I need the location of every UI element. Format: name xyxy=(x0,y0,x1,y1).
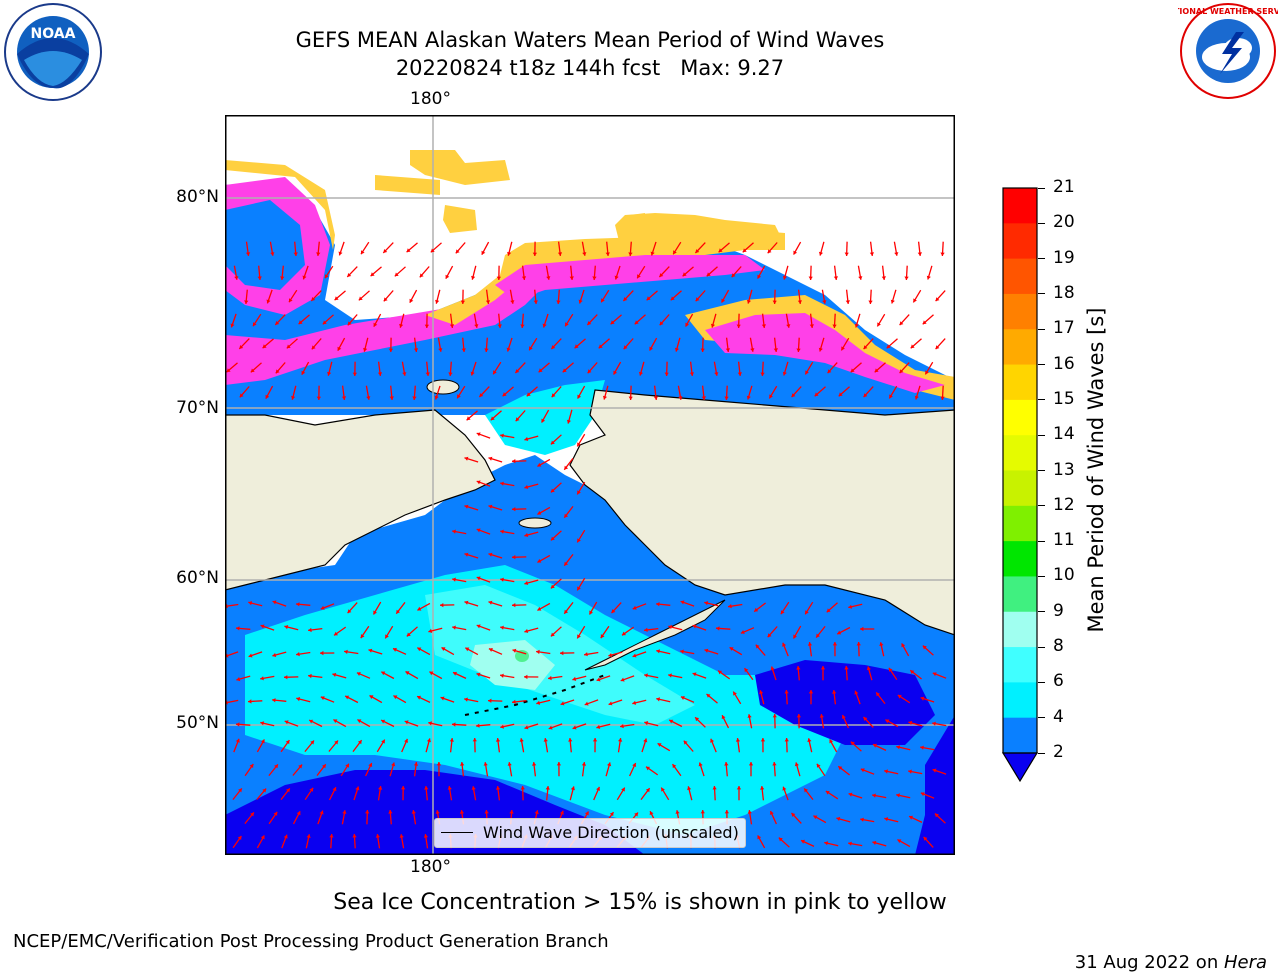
colorbar-tick-label: 4 xyxy=(1053,707,1064,727)
colorbar-tick-label: 10 xyxy=(1053,565,1075,585)
noaa-logo-text: NOAA xyxy=(31,26,76,42)
colorbar-segment xyxy=(1003,647,1037,683)
colorbar-segment xyxy=(1003,400,1037,436)
nws-logo-text: NATIONAL WEATHER SERVICE xyxy=(1178,7,1278,16)
colorbar-tick-label: 11 xyxy=(1053,530,1075,550)
map-title-line1: GEFS MEAN Alaskan Waters Mean Period of … xyxy=(190,26,990,54)
colorbar-tick-label: 13 xyxy=(1053,460,1075,480)
colorbar-tick-mark xyxy=(1038,682,1045,683)
colorbar-tick-label: 15 xyxy=(1053,389,1075,409)
lat-label-80n: 80°N xyxy=(159,187,219,207)
colorbar-tick-mark xyxy=(1038,717,1045,718)
colorbar xyxy=(1000,186,1040,786)
footer-machine: Hera xyxy=(1224,952,1267,973)
lon-label-bottom: 180° xyxy=(410,857,451,877)
legend-label: Wind Wave Direction (unscaled) xyxy=(483,823,739,842)
colorbar-segment xyxy=(1003,471,1037,507)
colorbar-tick-mark xyxy=(1038,258,1045,259)
colorbar-tick-mark xyxy=(1038,399,1045,400)
colorbar-segment xyxy=(1003,612,1037,648)
footer-left: NCEP/EMC/Verification Post Processing Pr… xyxy=(13,931,609,952)
footer-right: 31 Aug 2022 on Hera xyxy=(1063,931,1267,973)
colorbar-tick-mark xyxy=(1038,470,1045,471)
colorbar-tick-mark xyxy=(1038,223,1045,224)
colorbar-segment xyxy=(1003,223,1037,259)
map-panel xyxy=(225,115,955,855)
colorbar-segment xyxy=(1003,329,1037,365)
colorbar-segment xyxy=(1003,682,1037,718)
colorbar-tick-label: 21 xyxy=(1053,177,1075,197)
colorbar-tick-label: 17 xyxy=(1053,318,1075,338)
map-title-line2: 20220824 t18z 144h fcst Max: 9.27 xyxy=(190,54,990,82)
colorbar-tick-mark xyxy=(1038,753,1045,754)
colorbar-tick-label: 12 xyxy=(1053,495,1075,515)
colorbar-tick-label: 9 xyxy=(1053,601,1064,621)
lon-label-top: 180° xyxy=(410,89,451,109)
footer-date: 31 Aug 2022 on xyxy=(1075,952,1224,973)
colorbar-segment xyxy=(1003,294,1037,330)
colorbar-segment xyxy=(1003,576,1037,612)
st-lawrence-island xyxy=(519,518,551,528)
colorbar-segment xyxy=(1003,365,1037,401)
colorbar-tick-mark xyxy=(1038,611,1045,612)
lat-label-70n: 70°N xyxy=(159,398,219,418)
colorbar-tick-mark xyxy=(1038,541,1045,542)
colorbar-label: Mean Period of Wind Waves [s] xyxy=(1084,308,1108,633)
colorbar-tick-label: 2 xyxy=(1053,742,1064,762)
colorbar-tick-mark xyxy=(1038,188,1045,189)
colorbar-tick-mark xyxy=(1038,435,1045,436)
map-caption: Sea Ice Concentration > 15% is shown in … xyxy=(190,890,1090,915)
colorbar-segment xyxy=(1003,259,1037,295)
colorbar-segment xyxy=(1003,435,1037,471)
colorbar-tick-label: 19 xyxy=(1053,248,1075,268)
colorbar-tick-label: 14 xyxy=(1053,424,1075,444)
wrangel-island xyxy=(427,380,459,394)
colorbar-tick-mark xyxy=(1038,505,1045,506)
colorbar-tick-mark xyxy=(1038,293,1045,294)
colorbar-tick-mark xyxy=(1038,364,1045,365)
colorbar-segment xyxy=(1003,718,1037,754)
colorbar-tick-label: 6 xyxy=(1053,671,1064,691)
map-legend: Wind Wave Direction (unscaled) xyxy=(434,818,746,848)
lat-label-60n: 60°N xyxy=(159,568,219,588)
colorbar-under-extension xyxy=(1003,753,1037,781)
colorbar-segment xyxy=(1003,506,1037,542)
colorbar-tick-mark xyxy=(1038,576,1045,577)
colorbar-tick-label: 20 xyxy=(1053,212,1075,232)
colorbar-tick-mark xyxy=(1038,647,1045,648)
colorbar-tick-mark xyxy=(1038,329,1045,330)
colorbar-tick-label: 8 xyxy=(1053,636,1064,656)
nws-logo: NATIONAL WEATHER SERVICE xyxy=(1178,2,1278,100)
colorbar-segment xyxy=(1003,188,1037,224)
colorbar-segment xyxy=(1003,541,1037,577)
colorbar-tick-label: 18 xyxy=(1053,283,1075,303)
noaa-logo: NOAA xyxy=(2,2,104,102)
colorbar-tick-label: 16 xyxy=(1053,354,1075,374)
lat-label-50n: 50°N xyxy=(159,713,219,733)
legend-line-icon xyxy=(441,832,473,833)
